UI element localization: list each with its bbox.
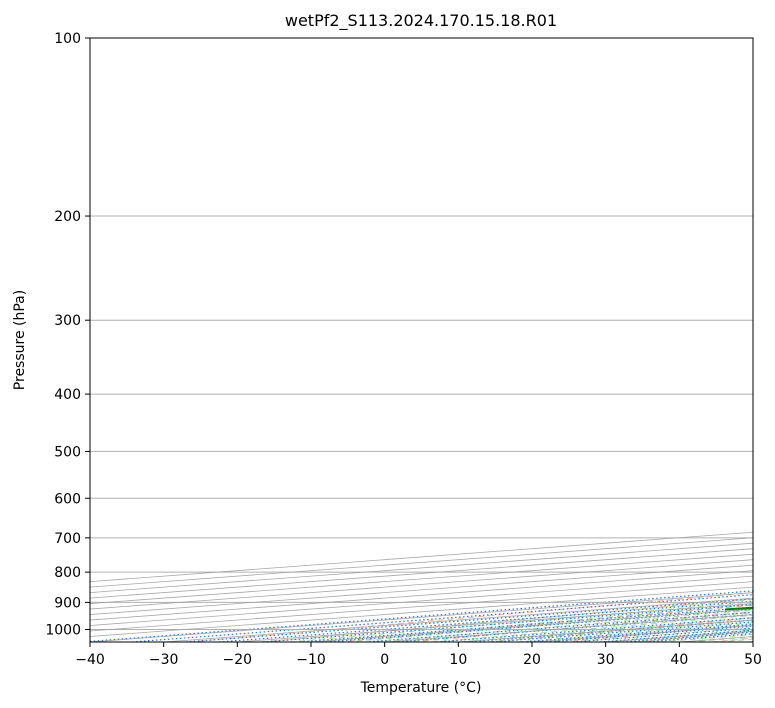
y-tick-label: 100 xyxy=(54,31,81,47)
isotherm-gridline xyxy=(90,564,753,615)
y-tick-label: 1000 xyxy=(45,622,81,638)
dry-adiabat xyxy=(338,604,753,642)
moist-adiabat xyxy=(544,624,753,642)
dry-adiabat xyxy=(263,598,753,642)
isotherm-gridline xyxy=(90,581,753,632)
mixing-ratio-line xyxy=(436,617,753,642)
moist-adiabat xyxy=(689,636,753,642)
moist-adiabat xyxy=(573,627,753,642)
x-axis-title: Temperature (°C) xyxy=(360,680,482,696)
y-tick-label: 800 xyxy=(54,565,81,581)
isotherm-gridline xyxy=(605,630,753,642)
isotherm-gridline xyxy=(90,531,753,583)
x-tick-label: 10 xyxy=(449,652,467,668)
moist-adiabat xyxy=(602,629,753,642)
dry-adiabat xyxy=(636,630,753,642)
mixing-ratio-line xyxy=(185,598,753,642)
y-tick-label: 300 xyxy=(54,313,81,329)
dry-adiabat xyxy=(487,617,753,642)
plot-frame xyxy=(89,37,754,643)
y-axis-title: Pressure (hPa) xyxy=(12,290,28,390)
moist-adiabat xyxy=(487,619,753,642)
y-tick-label: 200 xyxy=(54,209,81,225)
isotherm-gridline xyxy=(90,559,753,610)
moist-adiabat xyxy=(431,614,753,642)
isotherm-gridline xyxy=(458,619,753,642)
moist-adiabat xyxy=(317,604,753,642)
moist-adiabat xyxy=(747,641,753,642)
x-tick-label: −40 xyxy=(75,652,105,668)
moist-adiabat xyxy=(260,598,753,642)
y-tick-label: 500 xyxy=(54,444,81,460)
mixing-ratio-line xyxy=(218,600,753,642)
x-tick-label: 20 xyxy=(523,652,541,668)
isotherm-gridline xyxy=(90,575,753,626)
x-tick-label: −10 xyxy=(296,652,326,668)
x-tick-label: −20 xyxy=(223,652,253,668)
profile-lines xyxy=(724,606,753,611)
mixing-ratio-line xyxy=(131,594,753,642)
dewpoint-line xyxy=(724,606,753,611)
moist-adiabat xyxy=(289,601,753,642)
background-lines xyxy=(90,38,753,642)
isotherm-gridline xyxy=(679,636,753,642)
y-tick-label: 600 xyxy=(54,491,81,507)
moist-adiabat xyxy=(459,617,753,642)
isotherm-gridline xyxy=(90,548,753,599)
isotherm-gridline xyxy=(237,603,753,642)
isotherm-gridline xyxy=(163,597,753,642)
isotherm-gridline xyxy=(310,608,753,642)
mixing-ratio-line xyxy=(365,611,753,642)
y-tick-label: 700 xyxy=(54,531,81,547)
isotherm-gridline xyxy=(752,641,753,642)
isotherm-gridline xyxy=(90,592,753,642)
x-tick-label: 0 xyxy=(380,652,389,668)
axis-ticks: −40 −30 −20 −10 0 10 20 30 40 50 100 200 300 400 500 60… xyxy=(45,31,762,668)
y-tick-label: 900 xyxy=(54,595,81,611)
x-tick-label: −30 xyxy=(149,652,179,668)
moist-adiabat xyxy=(718,638,753,642)
isotherm-gridline xyxy=(90,542,753,594)
dry-adiabat xyxy=(562,624,753,642)
mixing-ratio-line xyxy=(90,590,753,642)
x-tick-label: 40 xyxy=(670,652,688,668)
x-tick-label: 30 xyxy=(597,652,615,668)
dry-adiabat xyxy=(188,592,753,642)
isotherm-gridline xyxy=(90,553,753,604)
isotherm-gridline xyxy=(90,570,753,621)
isotherm-gridline xyxy=(90,586,753,637)
x-tick-label: 50 xyxy=(744,652,762,668)
y-tick-label: 400 xyxy=(54,387,81,403)
isotherm-gridline xyxy=(90,537,753,588)
chart-title: wetPf2_S113.2024.170.15.18.R01 xyxy=(285,11,557,31)
moist-adiabat xyxy=(346,606,753,642)
